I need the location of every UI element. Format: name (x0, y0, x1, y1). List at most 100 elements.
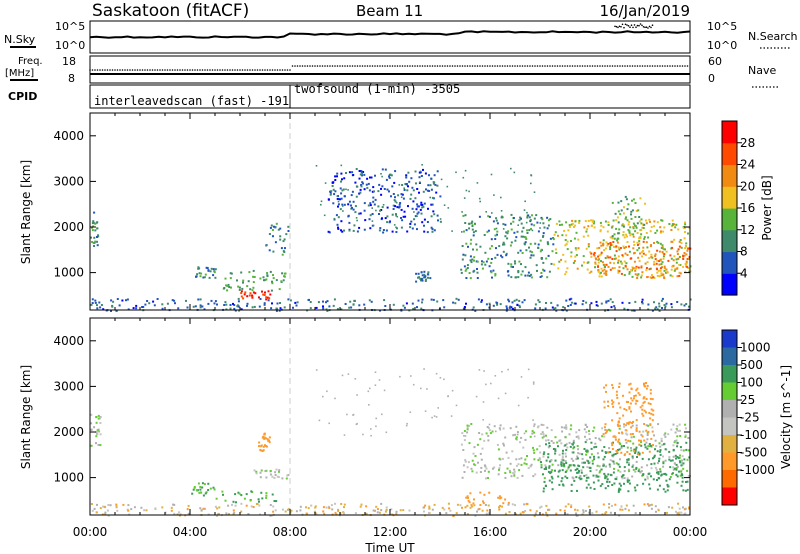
scatter-cell (559, 509, 562, 512)
nave-point (366, 65, 369, 67)
scatter-cell (664, 459, 667, 462)
nave-point (661, 65, 664, 67)
scatter-cell (642, 240, 645, 243)
scatter-cell (644, 262, 647, 265)
scatter-cell (455, 171, 457, 174)
scatter-cell (648, 268, 651, 271)
scatter-cell (587, 219, 590, 222)
scatter-cell (640, 444, 643, 447)
scatter-cell (263, 294, 266, 296)
scatter-cell (626, 480, 629, 483)
scatter-cell (648, 450, 651, 453)
scatter-cell (478, 197, 481, 200)
nave-point (409, 65, 411, 67)
scatter-cell (450, 415, 453, 417)
scatter-cell (376, 511, 379, 514)
scatter-cell (510, 228, 513, 231)
scatter-cell (627, 463, 630, 466)
scatter-cell (611, 201, 614, 204)
scatter-cell (384, 168, 387, 171)
scatter-cell (676, 481, 679, 484)
scatter-cell (246, 285, 249, 288)
nave-point (291, 65, 294, 67)
scatter-cell (681, 455, 684, 458)
scatter-cell (419, 208, 422, 211)
scatter-cell (570, 297, 573, 300)
scatter-cell (527, 467, 530, 470)
scatter-cell (641, 404, 644, 407)
scatter-cell (646, 447, 649, 450)
scatter-cell (271, 280, 273, 283)
scatter-cell (673, 462, 676, 465)
scatter-cell (643, 443, 646, 446)
nave-point (299, 65, 301, 67)
scatter-cell (530, 276, 533, 279)
scatter-cell (663, 433, 666, 436)
scatter-cell (637, 266, 640, 269)
scatter-cell (572, 441, 575, 444)
scatter-cell (430, 203, 433, 206)
scatter-cell (636, 232, 639, 234)
scatter-cell (252, 281, 255, 284)
scatter-cell (638, 216, 641, 218)
scatter-cell (532, 446, 534, 449)
scatter-cell (660, 437, 663, 440)
scatter-cell (611, 225, 614, 228)
scatter-cell (372, 509, 375, 512)
scatter-cell (472, 502, 475, 505)
scatter-cell (590, 252, 593, 255)
scatter-cell (460, 268, 463, 271)
colorbar-tick-label: 12 (740, 223, 755, 237)
scatter-cell (623, 423, 626, 426)
scatter-cell (589, 251, 592, 254)
scatter-cell (533, 425, 535, 428)
scatter-cell (684, 427, 687, 430)
scatter-cell (424, 172, 427, 175)
scatter-cell (336, 197, 339, 200)
scatter-cell (484, 469, 486, 472)
scatter-cell (368, 299, 371, 302)
scatter-cell (425, 188, 427, 191)
scatter-cell (90, 428, 93, 431)
scatter-cell (265, 496, 268, 499)
scatter-cell (510, 306, 513, 309)
scatter-cell (504, 476, 507, 479)
scatter-cell (265, 476, 268, 479)
scatter-cell (322, 510, 325, 513)
nave-point (511, 65, 514, 67)
nave-point (601, 65, 604, 67)
scatter-cell (270, 514, 273, 517)
nave-point (146, 69, 149, 71)
scatter-cell (340, 220, 343, 223)
scatter-cell (423, 270, 426, 273)
scatter-cell (646, 261, 649, 264)
scatter-cell (396, 206, 399, 209)
scatter-cell (135, 307, 138, 310)
scatter-cell (367, 390, 370, 393)
scatter-cell (565, 469, 568, 472)
scatter-cell (173, 512, 176, 515)
scatter-cell (552, 441, 555, 444)
scatter-cell (570, 483, 573, 486)
scatter-cell (523, 503, 526, 506)
scatter-cell (534, 512, 537, 515)
scatter-cell (531, 430, 534, 433)
scatter-cell (683, 226, 686, 229)
scatter-cell (498, 457, 501, 460)
scatter-cell (578, 429, 581, 432)
scatter-cell (605, 465, 608, 468)
scatter-cell (662, 443, 665, 446)
nave-point (189, 69, 191, 71)
scatter-cell (534, 303, 537, 306)
scatter-cell (609, 511, 612, 514)
scatter-cell (521, 474, 524, 477)
nave-point (326, 65, 329, 67)
scatter-cell (492, 304, 495, 307)
scatter-cell (628, 302, 631, 304)
scatter-cell (562, 306, 565, 309)
scatter-cell (624, 195, 627, 198)
scatter-cell (653, 456, 656, 459)
nave-point (676, 65, 679, 67)
scatter-cell (91, 226, 93, 229)
